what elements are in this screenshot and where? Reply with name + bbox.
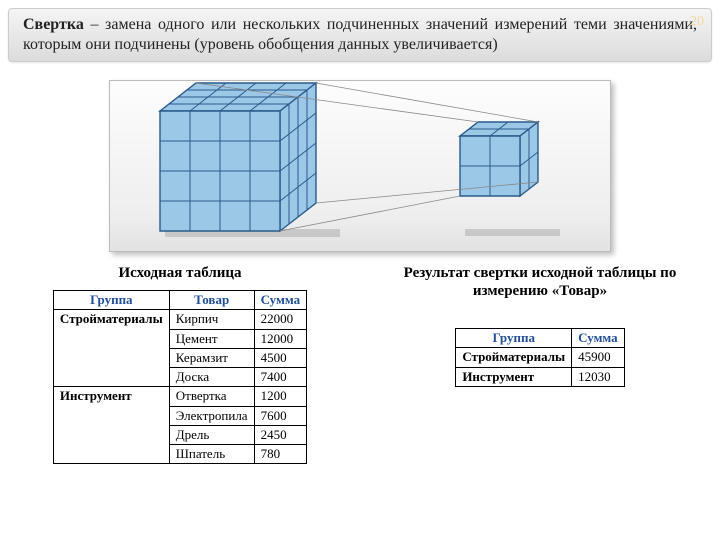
table-header: Сумма [572, 329, 625, 348]
table-cell: 45900 [572, 348, 625, 367]
table-cell: Керамзит [169, 348, 254, 367]
tables-row: Исходная таблица ГруппаТоварСумма Стройм… [0, 264, 720, 464]
table-cell: Кирпич [169, 310, 254, 329]
table-cell: Цемент [169, 329, 254, 348]
left-column: Исходная таблица ГруппаТоварСумма Стройм… [20, 264, 340, 464]
table-header: Группа [53, 291, 169, 310]
table-cell: Шпатель [169, 445, 254, 464]
table-header: Группа [456, 329, 572, 348]
definition-text: – замена одного или нескольких подчиненн… [23, 16, 697, 53]
table-cell: Отвертка [169, 387, 254, 406]
table-cell: 7400 [254, 368, 307, 387]
definition-term: Свертка [23, 16, 84, 33]
right-column: Результат свертки исходной таблицы по из… [380, 264, 700, 387]
table-header: Сумма [254, 291, 307, 310]
table-row: СтройматериалыКирпич22000 [53, 310, 306, 329]
table-cell: 22000 [254, 310, 307, 329]
definition-box: Свертка – замена одного или нескольких п… [8, 8, 712, 62]
table-row: Инструмент12030 [456, 367, 624, 386]
table-header: Товар [169, 291, 254, 310]
group-cell: Стройматериалы [53, 310, 169, 387]
right-caption: Результат свертки исходной таблицы по из… [380, 264, 700, 300]
table-cell: 12000 [254, 329, 307, 348]
table-row: Стройматериалы45900 [456, 348, 624, 367]
table-cell: 4500 [254, 348, 307, 367]
table-cell: Инструмент [456, 367, 572, 386]
group-cell: Инструмент [53, 387, 169, 464]
left-caption: Исходная таблица [20, 264, 340, 282]
table-cell: 780 [254, 445, 307, 464]
table-cell: 12030 [572, 367, 625, 386]
table-cell: 7600 [254, 406, 307, 425]
table-cell: 1200 [254, 387, 307, 406]
page-number: 20 [690, 14, 704, 30]
result-table: ГруппаСумма Стройматериалы45900Инструмен… [455, 328, 624, 387]
cube-svg [110, 81, 610, 251]
table-cell: Стройматериалы [456, 348, 572, 367]
table-cell: Доска [169, 368, 254, 387]
table-row: ИнструментОтвертка1200 [53, 387, 306, 406]
cube-diagram [109, 80, 611, 252]
table-cell: Дрель [169, 425, 254, 444]
table-cell: Электропила [169, 406, 254, 425]
source-table: ГруппаТоварСумма СтройматериалыКирпич220… [53, 290, 307, 464]
table-cell: 2450 [254, 425, 307, 444]
